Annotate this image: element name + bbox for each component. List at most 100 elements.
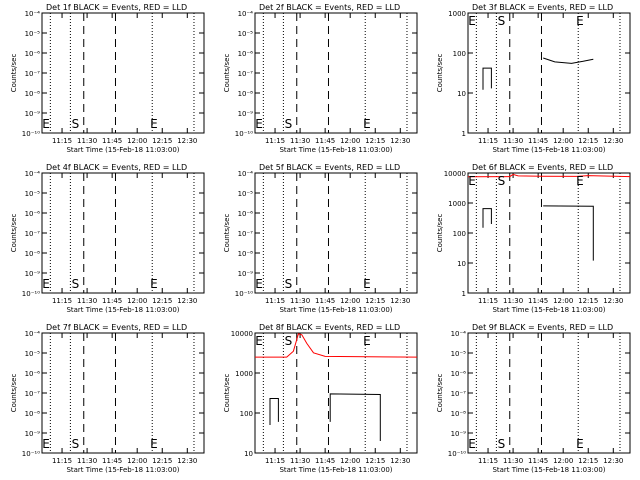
- y-tick-label: 10⁻⁸: [25, 410, 41, 418]
- x-tick-label: 11:30: [77, 137, 97, 145]
- y-tick-label: 10⁻¹⁰: [22, 450, 40, 458]
- lld-series-line: [255, 333, 418, 358]
- x-tick-label: 11:45: [528, 137, 548, 145]
- x-tick-label: 11:30: [77, 457, 97, 465]
- x-tick-label: 12:30: [603, 457, 623, 465]
- panel-title: Det 2f BLACK = Events, RED = LLD: [259, 3, 400, 12]
- x-tick-label: 11:45: [102, 137, 122, 145]
- end-marker-label: E: [468, 174, 476, 188]
- x-tick-label: 11:45: [315, 457, 335, 465]
- end-marker-label: E: [363, 277, 371, 291]
- detector-panel-3: Det 3f BLACK = Events, RED = LLD 1 10 100 10…: [436, 3, 631, 154]
- x-tick-label: 11:15: [478, 297, 498, 305]
- y-tick-label: 10⁻⁴: [238, 170, 254, 178]
- y-tick-label: 10⁻⁴: [451, 330, 467, 338]
- x-tick-label: 12:15: [152, 297, 172, 305]
- start-marker-label: S: [285, 117, 293, 131]
- y-axis-label: Counts/sec: [223, 214, 231, 253]
- y-tick-label: 10⁻⁷: [238, 70, 254, 78]
- x-tick-label: 12:00: [340, 137, 360, 145]
- y-tick-label: 10⁻⁶: [25, 50, 41, 58]
- x-tick-label: 12:00: [553, 457, 573, 465]
- y-tick-label: 10⁻⁴: [238, 10, 254, 18]
- start-marker-label: S: [498, 437, 506, 451]
- x-tick-label: 12:15: [152, 457, 172, 465]
- x-tick-label: 11:45: [315, 297, 335, 305]
- x-tick-label: 12:15: [578, 137, 598, 145]
- x-tick-label: 12:00: [340, 457, 360, 465]
- events-series-line: [543, 205, 594, 261]
- x-tick-label: 11:15: [265, 297, 285, 305]
- x-tick-label: 11:15: [265, 137, 285, 145]
- y-tick-label: 10⁻⁵: [25, 190, 41, 198]
- x-tick-label: 12:30: [603, 297, 623, 305]
- detector-panel-1: Det 1f BLACK = Events, RED = LLD 10⁻¹⁰ 10⁻…: [10, 3, 205, 154]
- plot-frame: [254, 332, 418, 454]
- x-axis-label: Start Time (15-Feb-18 11:03:00): [492, 466, 605, 474]
- end-marker-label: E: [42, 117, 50, 131]
- start-marker-label: S: [285, 277, 293, 291]
- x-tick-label: 12:15: [365, 137, 385, 145]
- x-tick-label: 11:30: [503, 457, 523, 465]
- x-tick-label: 12:30: [177, 457, 197, 465]
- end-marker-label: E: [150, 277, 158, 291]
- y-tick-label: 10⁻¹⁰: [235, 290, 253, 298]
- plot-frame: [41, 172, 205, 294]
- y-tick-label: 10⁻⁷: [25, 390, 41, 398]
- detector-panel-9: Det 9f BLACK = Events, RED = LLD 10⁻¹⁰ 10⁻…: [436, 323, 631, 474]
- y-tick-label: 10⁻⁴: [25, 10, 41, 18]
- y-tick-label: 10⁻⁷: [25, 230, 41, 238]
- end-marker-label: E: [150, 437, 158, 451]
- end-marker-label: E: [468, 14, 476, 28]
- x-axis-label: Start Time (15-Feb-18 11:03:00): [66, 306, 179, 314]
- x-tick-label: 12:00: [553, 297, 573, 305]
- y-tick-label: 1000: [448, 200, 466, 208]
- x-tick-label: 11:15: [478, 137, 498, 145]
- end-marker-label: E: [576, 437, 584, 451]
- x-axis-label: Start Time (15-Feb-18 11:03:00): [279, 306, 392, 314]
- y-tick-label: 10⁻¹⁰: [22, 290, 40, 298]
- y-axis-label: Counts/sec: [10, 374, 18, 413]
- start-marker-label: S: [498, 174, 506, 188]
- x-tick-label: 11:30: [290, 457, 310, 465]
- start-marker-label: S: [72, 277, 80, 291]
- y-tick-label: 10⁻⁹: [25, 270, 41, 278]
- x-tick-label: 12:15: [365, 297, 385, 305]
- y-tick-label: 10⁻⁷: [451, 390, 467, 398]
- detector-panel-8: Det 8f BLACK = Events, RED = LLD 10 100 100…: [223, 323, 418, 474]
- y-axis-label: Counts/sec: [10, 54, 18, 93]
- panel-title: Det 4f BLACK = Events, RED = LLD: [46, 163, 187, 172]
- y-tick-label: 10000: [231, 330, 253, 338]
- plot-frame: [467, 172, 631, 294]
- x-axis-label: Start Time (15-Feb-18 11:03:00): [66, 466, 179, 474]
- events-series-line: [543, 57, 594, 64]
- x-tick-label: 12:00: [127, 457, 147, 465]
- x-tick-label: 11:15: [52, 297, 72, 305]
- x-axis-label: Start Time (15-Feb-18 11:03:00): [492, 146, 605, 154]
- x-tick-label: 12:15: [578, 297, 598, 305]
- x-tick-label: 12:30: [177, 137, 197, 145]
- y-tick-label: 10: [457, 90, 466, 98]
- y-tick-label: 100: [240, 410, 253, 418]
- y-tick-label: 10⁻⁸: [238, 90, 254, 98]
- y-tick-label: 10⁻¹⁰: [448, 450, 466, 458]
- y-axis-label: Counts/sec: [10, 214, 18, 253]
- x-tick-label: 11:15: [265, 457, 285, 465]
- lld-series-line: [467, 173, 631, 178]
- x-tick-label: 11:45: [102, 457, 122, 465]
- y-axis-label: Counts/sec: [436, 54, 444, 93]
- y-tick-label: 100: [453, 230, 466, 238]
- y-tick-label: 10⁻⁷: [25, 70, 41, 78]
- y-tick-label: 10⁻¹⁰: [235, 130, 253, 138]
- x-tick-label: 11:30: [503, 137, 523, 145]
- y-tick-label: 10⁻⁴: [25, 330, 41, 338]
- events-series-line: [482, 67, 492, 90]
- plot-frame: [41, 332, 205, 454]
- y-tick-label: 10⁻⁵: [451, 350, 467, 358]
- x-tick-label: 12:15: [152, 137, 172, 145]
- y-tick-label: 10⁻⁹: [451, 430, 467, 438]
- x-tick-label: 11:45: [528, 297, 548, 305]
- y-tick-label: 10000: [444, 170, 466, 178]
- x-tick-label: 12:30: [603, 137, 623, 145]
- y-tick-label: 10⁻¹⁰: [22, 130, 40, 138]
